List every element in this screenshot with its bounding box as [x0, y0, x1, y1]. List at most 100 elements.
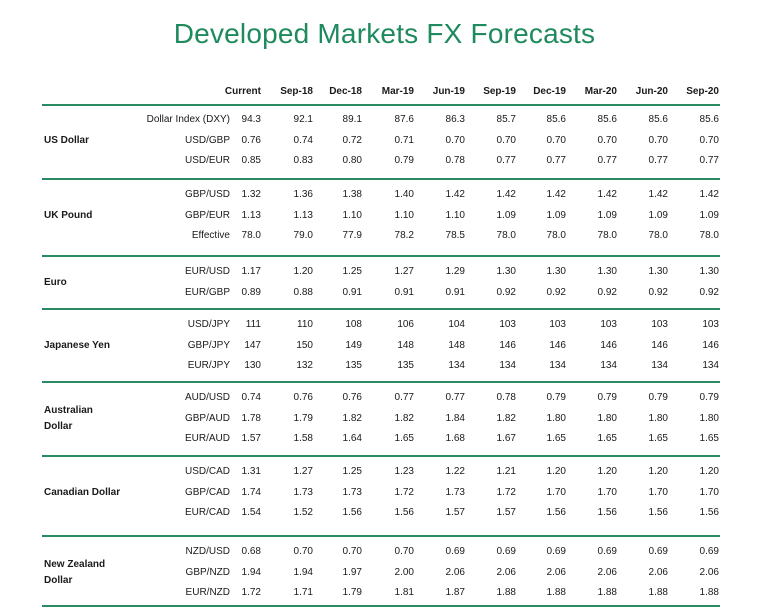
- table-cell: 1.70: [648, 486, 668, 498]
- column-header: Sep-20: [686, 86, 719, 97]
- group-label-line: Euro: [44, 276, 67, 288]
- table-cell: 1.88: [597, 587, 617, 598]
- row-label: USD/CAD: [184, 466, 230, 477]
- column-header: Mar-19: [381, 86, 414, 97]
- table-cell: 103: [702, 319, 719, 330]
- table-row: EUR/NZD 1.72 1.71 1.79 1.81 1.87 1.88 1.88 1.88 1…: [42, 583, 720, 603]
- table-cell: 1.65: [394, 433, 414, 444]
- table-cell: 1.82: [496, 412, 516, 424]
- table-cell: 0.70: [342, 546, 362, 557]
- table-cell: 0.70: [699, 134, 719, 146]
- column-header: Current: [224, 86, 261, 97]
- column-header: Dec-18: [329, 86, 362, 97]
- table-cell: 1.20: [648, 466, 668, 477]
- table-cell: 0.89: [241, 286, 261, 298]
- row-label: EUR/AUD: [184, 433, 230, 444]
- table-cell: 1.29: [445, 266, 465, 277]
- table-cell: 1.40: [394, 189, 414, 200]
- table-cell: 1.87: [445, 587, 465, 598]
- table-cell: 149: [345, 339, 362, 351]
- table-cell: 2.06: [496, 566, 516, 578]
- table-cell: 1.30: [648, 266, 668, 277]
- table-cell: 0.88: [293, 286, 313, 298]
- table-cell: 1.67: [496, 433, 516, 444]
- table-cell: 0.85: [241, 155, 261, 166]
- group-label: Japanese Yen: [44, 338, 110, 354]
- table-cell: 1.88: [648, 587, 668, 598]
- table-cell: 0.79: [394, 155, 414, 166]
- table-cell: 134: [651, 360, 668, 371]
- table-cell: 1.21: [496, 466, 516, 477]
- table-cell: 1.27: [293, 466, 313, 477]
- table-cell: 1.79: [342, 587, 362, 598]
- table-cell: 0.77: [546, 155, 566, 166]
- table-cell: 1.65: [546, 433, 566, 444]
- table-cell: 1.10: [342, 209, 362, 221]
- table-cell: 78.0: [648, 230, 668, 241]
- table-cell: 78.5: [445, 230, 465, 241]
- table-cell: 146: [549, 339, 566, 351]
- table-cell: 1.25: [342, 266, 362, 277]
- row-label: GBP/JPY: [187, 339, 230, 351]
- table-cell: 0.77: [597, 155, 617, 166]
- table-cell: 0.69: [597, 546, 617, 557]
- table-cell: 1.54: [241, 507, 261, 518]
- row-label: EUR/NZD: [185, 587, 230, 598]
- table-cell: 1.94: [293, 566, 313, 578]
- table-row: NZD/USD 0.68 0.70 0.70 0.70 0.69 0.69 0.69 0.69 0…: [42, 542, 720, 562]
- table-cell: 0.72: [342, 134, 362, 146]
- group-label: UK Pound: [44, 208, 92, 224]
- table-cell: 1.79: [293, 412, 313, 424]
- table-cell: 111: [245, 319, 261, 330]
- table-cell: 0.77: [648, 155, 668, 166]
- row-label: GBP/AUD: [184, 412, 230, 424]
- table-cell: 78.0: [699, 230, 719, 241]
- table-row: USD/GBP 0.76 0.74 0.72 0.71 0.70 0.70 0.70 0.70 0…: [42, 131, 720, 151]
- table-cell: 77.9: [342, 230, 362, 241]
- table-cell: 1.30: [496, 266, 516, 277]
- table-cell: 0.77: [445, 392, 465, 403]
- table-cell: 0.76: [241, 134, 261, 146]
- table-cell: 78.0: [597, 230, 617, 241]
- group-label-line: US Dollar: [44, 134, 90, 146]
- table-cell: 0.74: [241, 392, 261, 403]
- table-cell: 0.92: [597, 286, 617, 298]
- table-cell: 1.20: [293, 266, 313, 277]
- table-cell: 108: [345, 319, 362, 330]
- table-cell: 1.17: [241, 266, 261, 277]
- table-cell: 1.09: [648, 209, 668, 221]
- table-cell: 0.92: [699, 286, 719, 298]
- table-cell: 1.56: [394, 507, 414, 518]
- table-cell: 0.69: [445, 546, 465, 557]
- table-cell: 85.6: [597, 114, 617, 125]
- table-cell: 1.30: [546, 266, 566, 277]
- row-label: AUD/USD: [184, 392, 230, 403]
- table-cell: 1.30: [699, 266, 719, 277]
- table-cell: 1.30: [597, 266, 617, 277]
- table-cell: 89.1: [342, 114, 362, 125]
- table-cell: 0.80: [342, 155, 362, 166]
- table-cell: 1.73: [445, 486, 465, 498]
- row-label: Dollar Index (DXY): [146, 114, 230, 125]
- column-header: Jun-20: [635, 86, 668, 97]
- table-cell: 0.69: [546, 546, 566, 557]
- table-cell: 1.73: [293, 486, 313, 498]
- table-cell: 106: [397, 319, 414, 330]
- table-cell: 1.65: [699, 433, 719, 444]
- table-cell: 1.42: [597, 189, 617, 200]
- table-cell: 2.06: [597, 566, 617, 578]
- table-cell: 1.52: [293, 507, 313, 518]
- section-divider: [42, 308, 720, 310]
- table-cell: 2.06: [445, 566, 465, 578]
- table-row: EUR/GBP 0.89 0.88 0.91 0.91 0.91 0.92 0.92 0.92 0…: [42, 283, 720, 303]
- table-cell: 85.6: [648, 114, 668, 125]
- table-cell: 0.70: [496, 134, 516, 146]
- table-cell: 147: [244, 339, 261, 351]
- table-cell: 1.13: [241, 209, 261, 221]
- group-label-line: Japanese Yen: [44, 339, 110, 351]
- page-title: Developed Markets FX Forecasts: [173, 18, 596, 49]
- currency-group: UK Pound GBP/USD 1.32 1.36 1.38 1.40 1.42 1.42 1…: [42, 185, 720, 247]
- table-cell: 150: [296, 339, 313, 351]
- table-cell: 1.13: [293, 209, 313, 221]
- table-cell: 2.00: [394, 566, 414, 578]
